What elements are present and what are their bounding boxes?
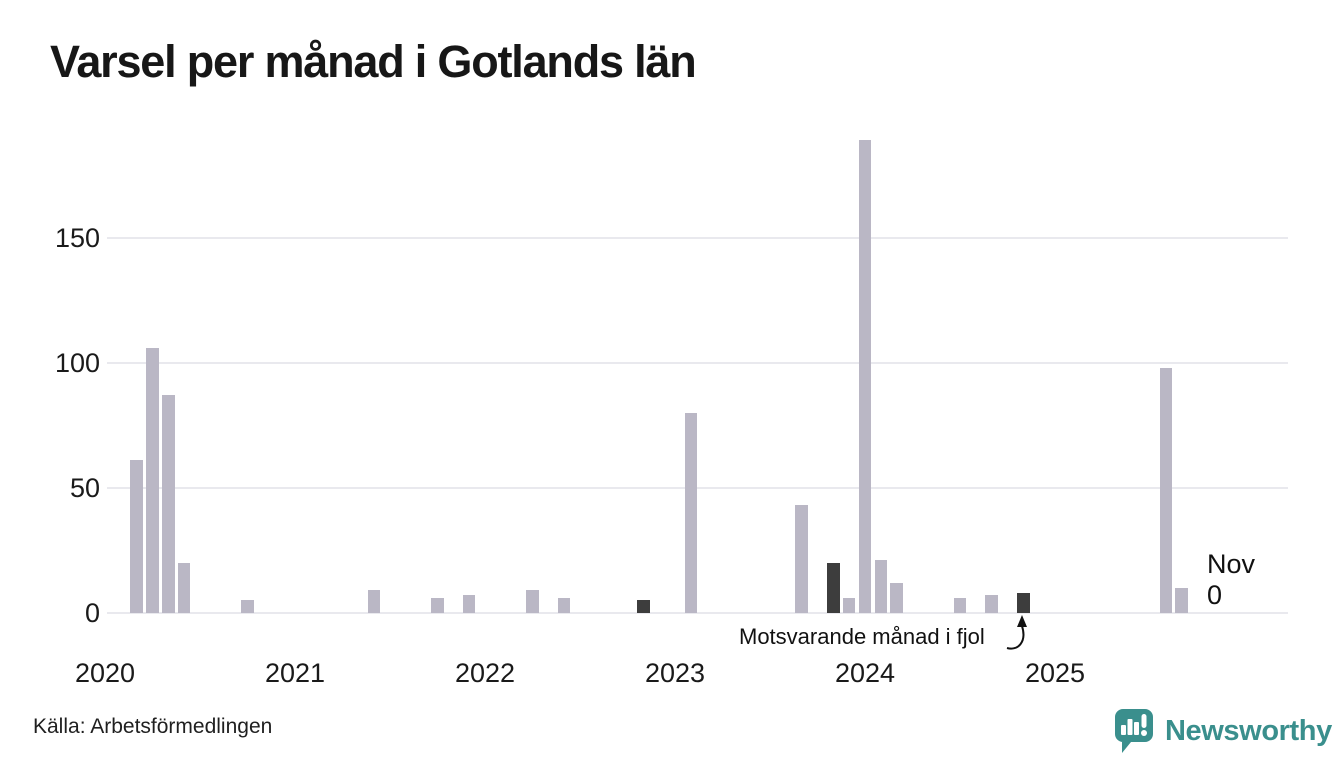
y-tick-label-50: 50 xyxy=(69,473,100,503)
bar-2023-09 xyxy=(795,505,808,613)
x-tick-label-2022: 2022 xyxy=(454,658,516,688)
speech-bubble-bar-chart-icon xyxy=(1115,709,1153,753)
bar-2022-06 xyxy=(557,598,571,613)
x-tick-label-2023: 2023 xyxy=(644,658,706,688)
bar-2020-05 xyxy=(162,395,175,613)
annotation-label: Motsvarande månad i fjol xyxy=(739,624,985,649)
bar-2023-11 xyxy=(827,563,840,613)
bar-2024-03 xyxy=(890,583,903,613)
newsworthy-logo: Newsworthy xyxy=(1114,708,1332,754)
bar-2024-01 xyxy=(858,140,872,613)
bar-2021-10 xyxy=(431,598,444,613)
bar-2023-02 xyxy=(684,413,698,613)
x-tick-label-2024: 2024 xyxy=(834,658,896,688)
bar-2024-07 xyxy=(953,598,967,613)
latest-value-label: Nov 0 xyxy=(1207,549,1255,611)
bar-2020-06 xyxy=(177,563,191,613)
gridline-50 xyxy=(107,487,1288,489)
x-tick-label-2021: 2021 xyxy=(264,658,326,688)
bar-2024-09 xyxy=(985,595,998,613)
bar-2021-12 xyxy=(462,595,476,613)
bar-2022-04 xyxy=(526,590,539,613)
bar-2022-11 xyxy=(637,600,650,613)
latest-value: 0 xyxy=(1207,580,1223,610)
chart-title: Varsel per månad i Gotlands län xyxy=(50,36,697,87)
gridline-100 xyxy=(107,362,1288,364)
gridline-150 xyxy=(107,237,1288,239)
newsworthy-wordmark: Newsworthy xyxy=(1165,714,1332,747)
bar-2020-03 xyxy=(130,460,143,613)
bar-2025-08 xyxy=(1159,368,1173,613)
y-tick-label-150: 150 xyxy=(54,223,100,253)
bar-2021-06 xyxy=(367,590,381,613)
bar-2025-09 xyxy=(1175,588,1188,613)
bar-2020-04 xyxy=(146,348,159,613)
bar-2023-12 xyxy=(842,598,856,613)
x-tick-label-2020: 2020 xyxy=(74,658,136,688)
bar-2024-11 xyxy=(1017,593,1030,613)
bar-2020-10 xyxy=(241,600,254,613)
x-tick-label-2025: 2025 xyxy=(1024,658,1086,688)
latest-month: Nov xyxy=(1207,549,1256,579)
y-tick-label-100: 100 xyxy=(54,348,100,378)
bar-2024-02 xyxy=(874,560,888,613)
y-tick-label-0: 0 xyxy=(84,598,100,628)
gridline-0 xyxy=(107,612,1288,614)
source-note: Källa: Arbetsförmedlingen xyxy=(33,715,273,738)
